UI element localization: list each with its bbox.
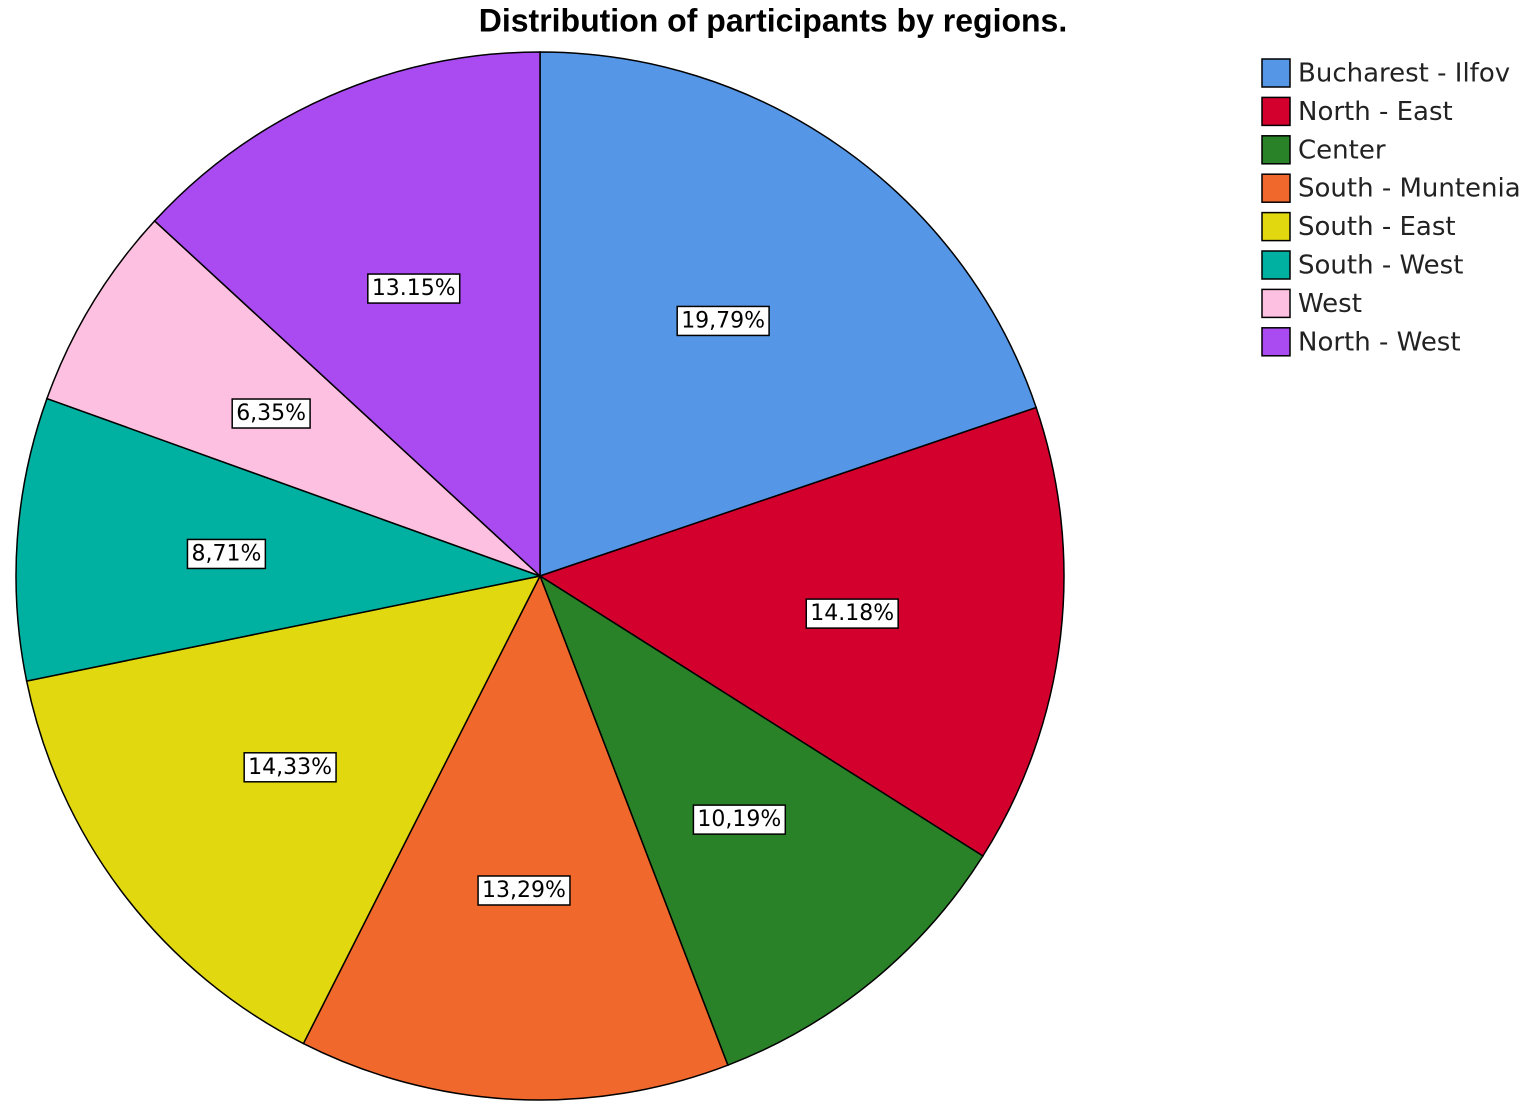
legend-swatch — [1261, 96, 1291, 127]
pie — [15, 51, 1065, 1101]
pie-slice — [153, 51, 541, 578]
legend-label: South - Muntenia — [1298, 174, 1521, 204]
value-label-box — [805, 598, 899, 629]
value-label-box — [231, 398, 311, 429]
value-label-box — [692, 804, 787, 835]
value-label: 19,79% — [681, 308, 765, 333]
pie-slice — [539, 51, 1038, 578]
legend: Bucharest - Ilfov North - East Center South… — [1261, 58, 1521, 357]
legend-label: North - East — [1298, 97, 1453, 127]
value-label-box — [676, 305, 770, 337]
legend-label: South - West — [1298, 251, 1463, 281]
pie-slice — [25, 574, 542, 1045]
value-label: 13,29% — [482, 878, 566, 903]
legend-swatch — [1261, 173, 1291, 203]
legend-label: South - East — [1298, 212, 1456, 242]
legend-swatch — [1261, 288, 1291, 319]
value-label: 6,35% — [236, 401, 306, 426]
legend-label: North - West — [1298, 327, 1461, 357]
chart-title: Distribution of participants by regions. — [479, 2, 1067, 38]
value-label: 14.18% — [810, 601, 894, 626]
legend-label: Bucharest - Ilfov — [1298, 59, 1510, 89]
value-label: 14,33% — [248, 755, 332, 780]
legend-label: Center — [1298, 135, 1386, 165]
value-label-box — [186, 538, 267, 570]
legend-label: West — [1298, 289, 1362, 319]
pie-slice — [302, 574, 729, 1101]
pie-slice — [15, 397, 543, 682]
value-label: 13.15% — [372, 276, 456, 301]
value-label-box — [477, 875, 571, 906]
value-label-box — [243, 752, 337, 783]
pie-slice — [538, 406, 1065, 858]
value-label-box — [367, 273, 461, 304]
legend-swatch — [1261, 58, 1291, 88]
legend-swatch — [1261, 250, 1291, 280]
value-label: 8,71% — [191, 541, 261, 566]
legend-swatch — [1261, 211, 1291, 242]
value-label: 10,19% — [697, 807, 781, 832]
value-labels: 19,79% 14.18% 10,19% 13,29% 14,33% 8,71% 6,35%… — [186, 273, 899, 906]
legend-swatch — [1261, 135, 1291, 165]
legend-swatch — [1261, 327, 1291, 357]
